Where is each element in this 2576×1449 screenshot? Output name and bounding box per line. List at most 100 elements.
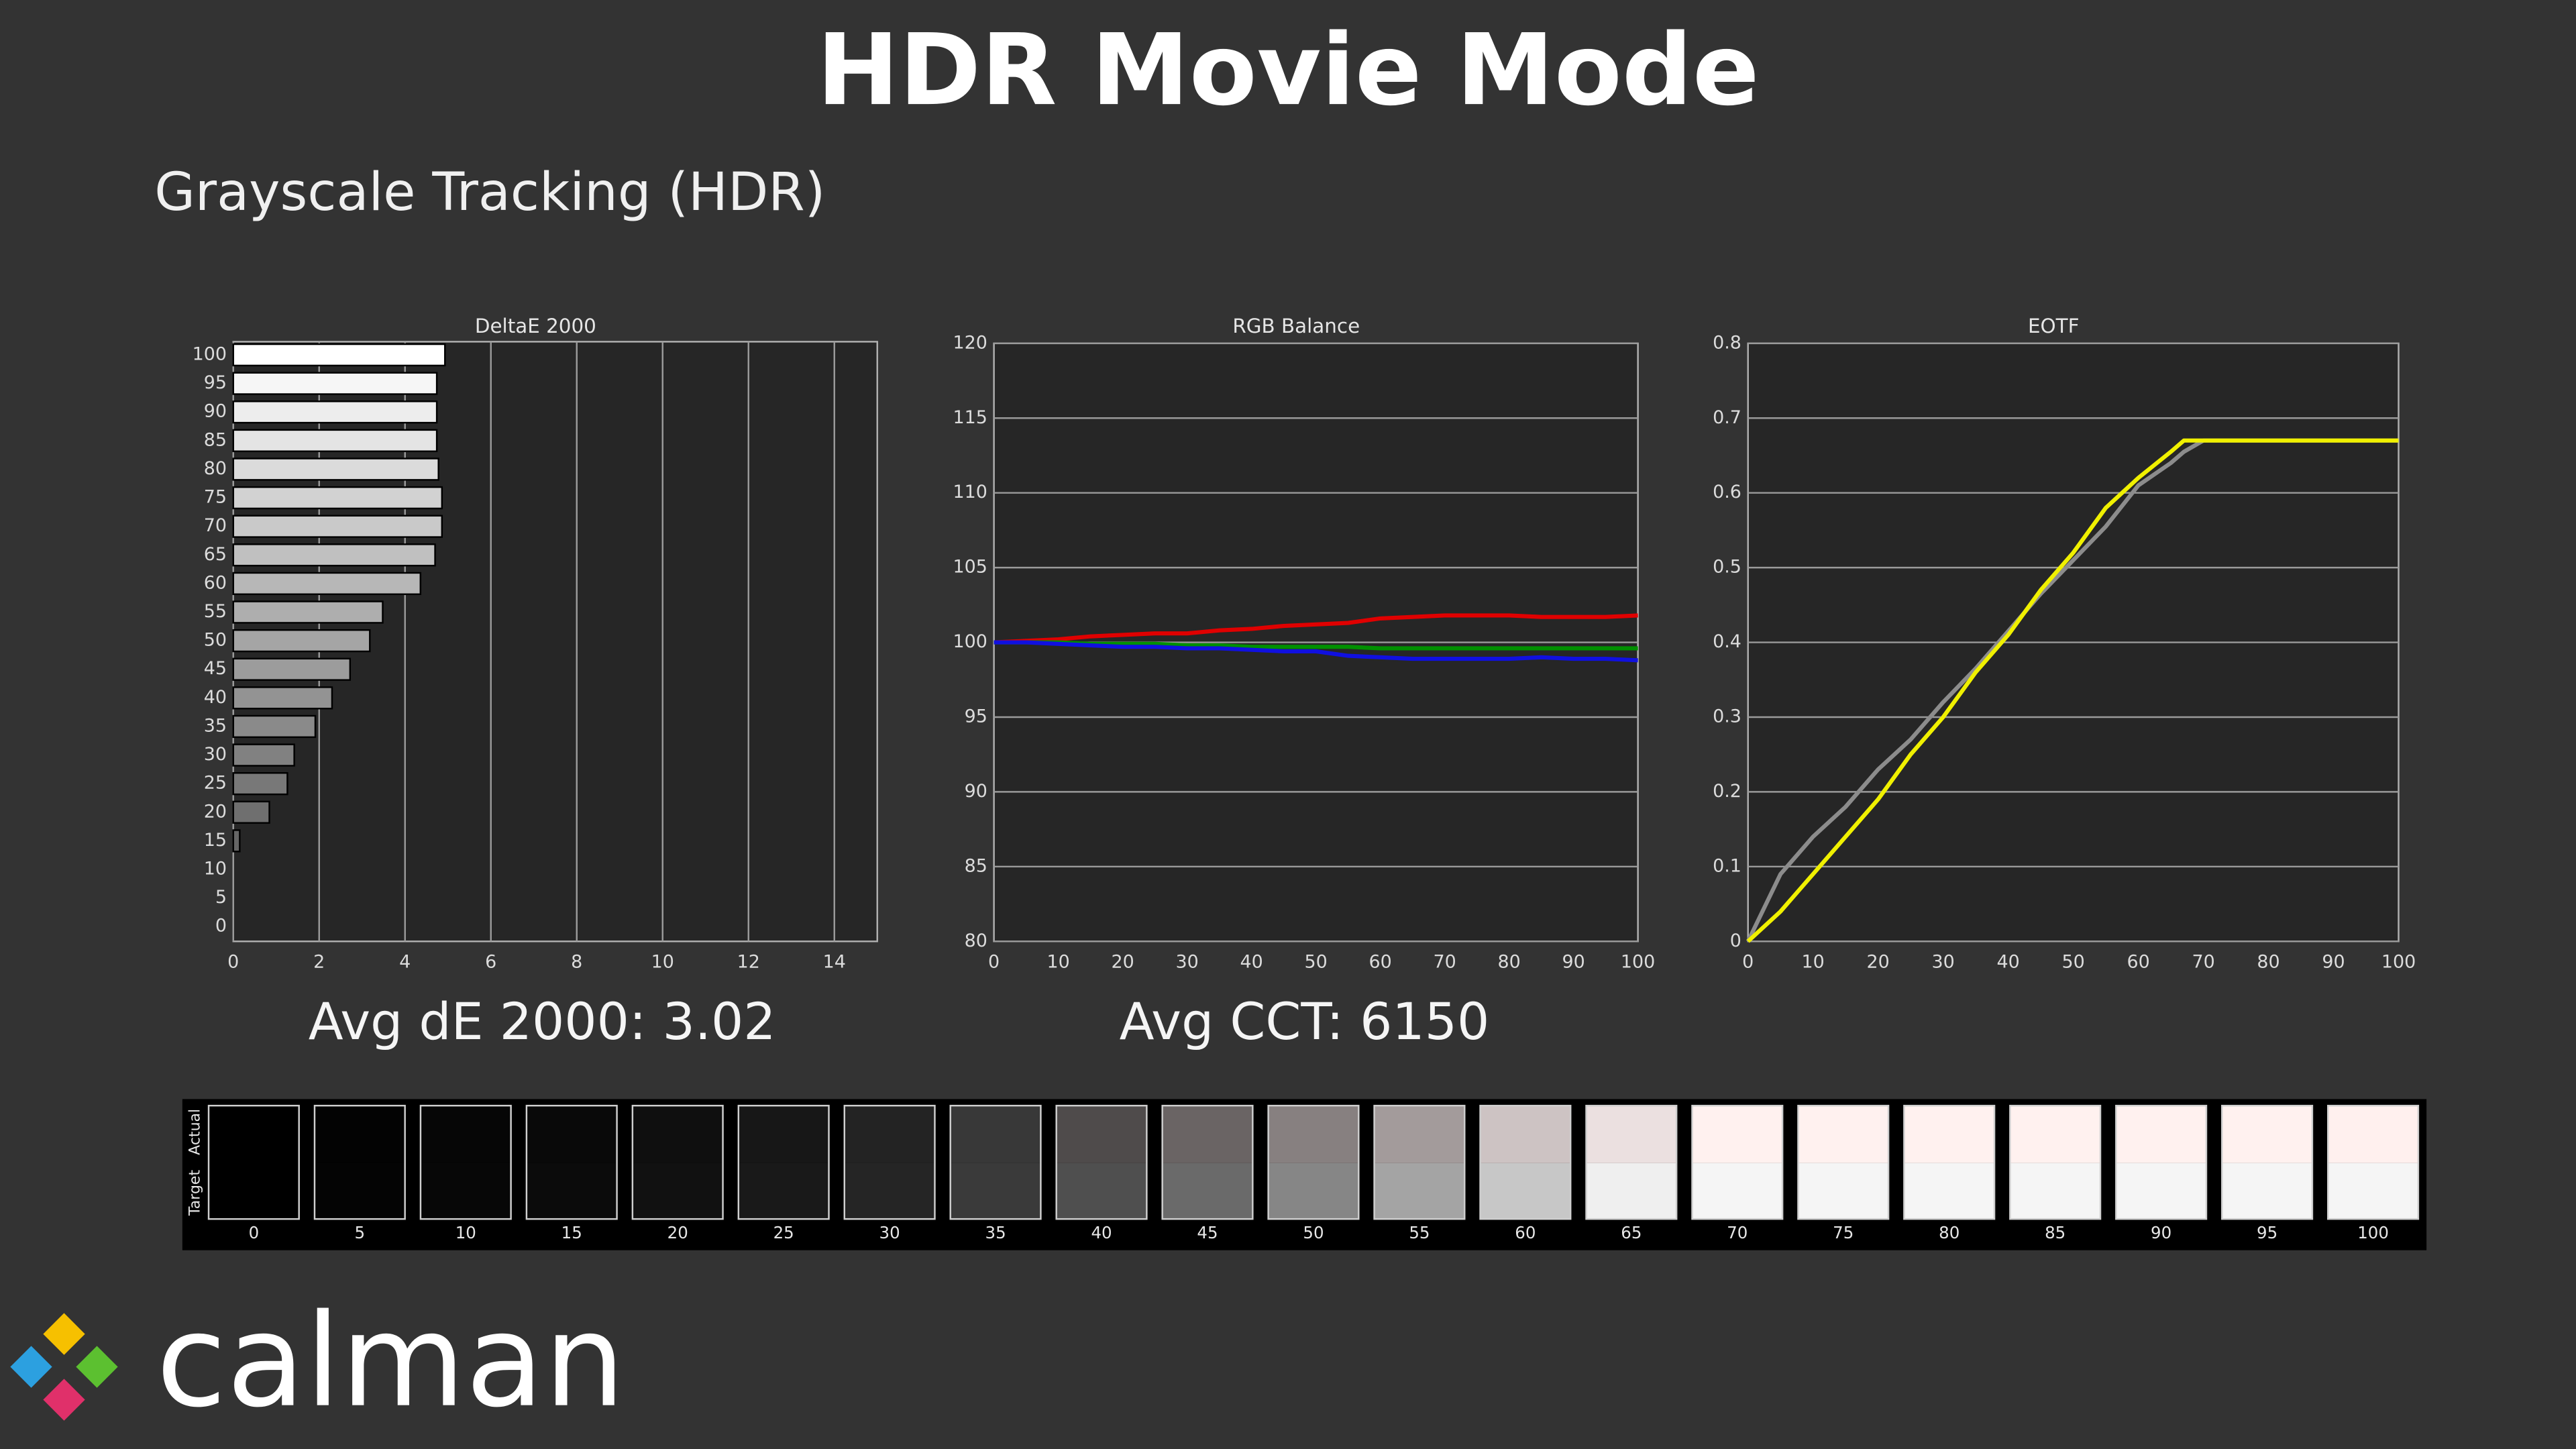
x-tick-label: 4 bbox=[399, 952, 411, 973]
y-tick-label: 0 bbox=[215, 916, 227, 936]
swatch-label: 90 bbox=[2151, 1223, 2171, 1242]
x-tick-label: 20 bbox=[1867, 952, 1890, 973]
y-tick-label: 0.3 bbox=[1713, 706, 1741, 727]
bar bbox=[232, 372, 438, 395]
x-tick-label: 2 bbox=[313, 952, 325, 973]
x-tick-label: 10 bbox=[1802, 952, 1825, 973]
swatch-frame bbox=[737, 1104, 830, 1220]
x-tick-label: 80 bbox=[1497, 952, 1520, 973]
y-tick-label: 0.6 bbox=[1713, 482, 1741, 502]
swatch-frame bbox=[1903, 1104, 1996, 1220]
x-tick-label: 80 bbox=[2257, 952, 2279, 973]
y-tick-label: 100 bbox=[953, 631, 987, 652]
swatch-label: 45 bbox=[1197, 1223, 1218, 1242]
logo-text: calman bbox=[156, 1287, 625, 1436]
bar bbox=[232, 629, 371, 653]
x-tick-label: 90 bbox=[2322, 952, 2345, 973]
swatch-frame bbox=[1161, 1104, 1254, 1220]
logo-diamond bbox=[10, 1346, 52, 1388]
chart-title: DeltaE 2000 bbox=[475, 315, 596, 337]
x-tick-label: 30 bbox=[1932, 952, 1955, 973]
swatch-label: 100 bbox=[2357, 1223, 2389, 1242]
y-tick-label: 55 bbox=[204, 601, 227, 622]
x-tick-label: 100 bbox=[2381, 952, 2416, 973]
swatch-target bbox=[2116, 1163, 2206, 1220]
swatch-label: 75 bbox=[1833, 1223, 1854, 1242]
bar bbox=[232, 743, 295, 767]
x-tick-label: 50 bbox=[1304, 952, 1327, 973]
swatch-label: 5 bbox=[355, 1223, 366, 1242]
y-tick-label: 0.8 bbox=[1713, 332, 1741, 353]
chart-title: RGB Balance bbox=[1232, 315, 1360, 337]
y-tick-label: 60 bbox=[204, 572, 227, 593]
swatch-frame bbox=[419, 1104, 512, 1220]
x-tick-label: 40 bbox=[1997, 952, 2020, 973]
bar bbox=[232, 686, 333, 710]
swatch-frame bbox=[1797, 1104, 1890, 1220]
y-tick-label: 115 bbox=[953, 407, 987, 428]
x-tick-label: 14 bbox=[823, 952, 846, 973]
bar bbox=[232, 515, 443, 538]
x-tick-label: 0 bbox=[227, 952, 239, 973]
y-tick-label: 30 bbox=[204, 744, 227, 765]
swatch-actual bbox=[314, 1106, 405, 1163]
y-tick-label: 85 bbox=[965, 855, 987, 876]
bar bbox=[232, 572, 422, 596]
y-tick-label: 5 bbox=[215, 887, 227, 908]
y-tick-label: 110 bbox=[953, 482, 987, 502]
y-tick-label: 10 bbox=[204, 859, 227, 879]
row-label: Actual bbox=[186, 1109, 203, 1155]
swatch-actual bbox=[1056, 1106, 1147, 1163]
y-tick-label: 35 bbox=[204, 715, 227, 736]
swatch-target bbox=[2010, 1163, 2101, 1220]
swatch-actual bbox=[1374, 1106, 1465, 1163]
swatch-label: 10 bbox=[455, 1223, 476, 1242]
swatch-target bbox=[2222, 1163, 2312, 1220]
y-tick-label: 70 bbox=[204, 515, 227, 536]
y-tick-label: 0.5 bbox=[1713, 557, 1741, 578]
x-tick-label: 40 bbox=[1240, 952, 1263, 973]
x-tick-label: 50 bbox=[2061, 952, 2084, 973]
swatch-target bbox=[1162, 1163, 1253, 1220]
series-line bbox=[994, 640, 1638, 663]
y-tick-label: 95 bbox=[204, 372, 227, 393]
y-tick-label: 80 bbox=[965, 930, 987, 951]
subtitle: Grayscale Tracking (HDR) bbox=[154, 162, 825, 223]
swatch-target bbox=[1798, 1163, 1889, 1220]
swatch-actual bbox=[1904, 1106, 1995, 1163]
bar bbox=[232, 657, 352, 681]
swatch-actual bbox=[1586, 1106, 1677, 1163]
swatch-label: 65 bbox=[1621, 1223, 1642, 1242]
swatch-frame bbox=[1479, 1104, 1572, 1220]
swatch-frame bbox=[1267, 1104, 1360, 1220]
x-tick-label: 60 bbox=[1369, 952, 1392, 973]
x-tick-label: 6 bbox=[485, 952, 496, 973]
bar bbox=[232, 486, 443, 510]
swatch-label: 85 bbox=[2045, 1223, 2065, 1242]
swatch-frame bbox=[1055, 1104, 1148, 1220]
swatch-label: 55 bbox=[1409, 1223, 1430, 1242]
swatch-actual bbox=[738, 1106, 829, 1163]
y-tick-label: 0 bbox=[1730, 930, 1741, 951]
logo-diamond bbox=[43, 1313, 85, 1355]
swatch-target bbox=[844, 1163, 935, 1220]
swatch-label: 50 bbox=[1303, 1223, 1324, 1242]
x-tick-label: 0 bbox=[1742, 952, 1754, 973]
swatch-label: 70 bbox=[1727, 1223, 1748, 1242]
swatch-actual bbox=[1798, 1106, 1889, 1163]
swatch-target bbox=[2328, 1163, 2418, 1220]
swatch-target bbox=[526, 1163, 617, 1220]
swatch-frame bbox=[1691, 1104, 1784, 1220]
y-tick-label: 40 bbox=[204, 687, 227, 708]
y-tick-label: 95 bbox=[965, 706, 987, 727]
y-tick-label: 65 bbox=[204, 544, 227, 565]
bar bbox=[232, 543, 436, 567]
swatch-frame bbox=[525, 1104, 618, 1220]
x-tick-label: 70 bbox=[2192, 952, 2214, 973]
swatch-target bbox=[1268, 1163, 1359, 1220]
swatch-actual bbox=[1480, 1106, 1571, 1163]
swatch-target bbox=[1904, 1163, 1995, 1220]
swatch-actual bbox=[420, 1106, 511, 1163]
